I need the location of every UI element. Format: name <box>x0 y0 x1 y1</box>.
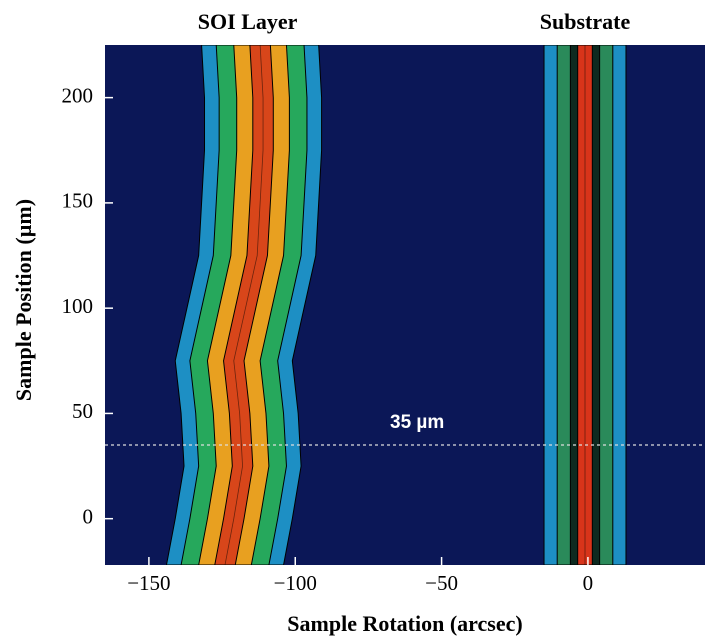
ridge-center <box>224 45 264 565</box>
y-axis-label: Sample Position (µm) <box>11 199 36 401</box>
ridge-label: Substrate <box>540 9 631 34</box>
y-tick-label: 0 <box>83 504 94 528</box>
x-tick-label: 0 <box>583 571 594 595</box>
y-tick-label: 200 <box>62 83 94 107</box>
x-tick-label: −100 <box>274 571 317 595</box>
heatmap <box>165 45 627 565</box>
x-tick-label: −150 <box>127 571 170 595</box>
x-tick-label: −50 <box>425 571 458 595</box>
y-tick-label: 150 <box>62 189 94 213</box>
contour-band <box>214 45 274 565</box>
marker-label: 35 µm <box>390 412 444 433</box>
x-axis-label: Sample Rotation (arcsec) <box>287 611 522 636</box>
ridge-label: SOI Layer <box>198 9 298 34</box>
y-tick-label: 50 <box>72 399 93 423</box>
y-tick-label: 100 <box>62 294 94 318</box>
